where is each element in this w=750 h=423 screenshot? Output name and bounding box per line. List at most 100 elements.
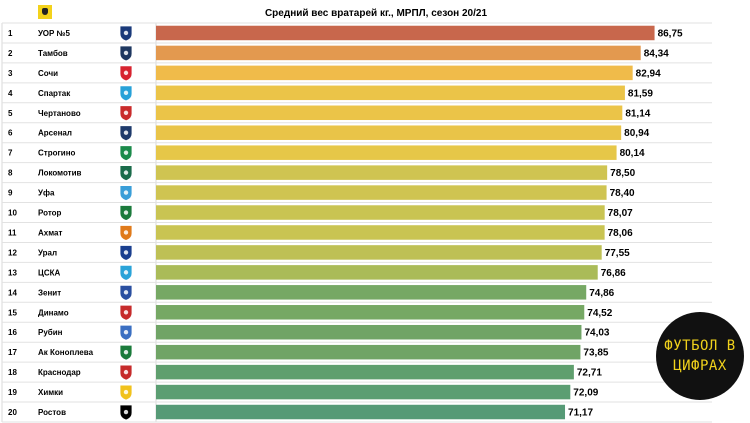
rank-label: 16: [8, 328, 17, 337]
value-label: 81,14: [625, 108, 650, 119]
team-label: Краснодар: [38, 368, 81, 377]
value-label: 84,34: [644, 48, 669, 59]
logo-emblem-icon: [123, 50, 129, 56]
rank-label: 12: [8, 248, 17, 257]
logo-emblem-icon: [123, 409, 129, 415]
bar: [156, 45, 641, 61]
badge-text: ФУТБОЛ В ЦИФРАХ: [664, 338, 736, 374]
bar: [156, 205, 605, 220]
value-label: 73,85: [583, 348, 608, 359]
logo-emblem-icon: [123, 70, 129, 76]
logo-emblem-icon: [123, 270, 129, 275]
logo-emblem-icon: [123, 389, 129, 395]
league-logo-icon: [38, 5, 52, 19]
rank-label: 18: [8, 368, 17, 377]
bar: [156, 285, 587, 300]
bar: [156, 165, 608, 180]
value-label: 74,03: [584, 328, 609, 339]
logo-emblem-icon: [123, 30, 129, 36]
team-label: Сочи: [38, 69, 58, 78]
logo-emblem-icon: [123, 250, 129, 255]
team-label: Рубин: [38, 328, 63, 337]
rank-label: 4: [8, 89, 13, 98]
value-label: 77,55: [605, 248, 630, 259]
bar: [156, 265, 598, 280]
bar: [156, 225, 605, 240]
bar: [156, 305, 585, 320]
rank-label: 2: [8, 49, 13, 58]
value-label: 78,07: [608, 208, 633, 219]
bar: [156, 65, 633, 81]
logo-emblem-icon: [123, 290, 129, 295]
value-label: 74,86: [589, 288, 614, 299]
value-label: 74,52: [587, 308, 612, 319]
value-label: 71,17: [568, 408, 593, 419]
value-label: 80,14: [620, 148, 645, 159]
rank-label: 20: [8, 408, 17, 417]
rank-label: 10: [8, 209, 17, 218]
value-label: 78,50: [610, 168, 635, 179]
logo-emblem-icon: [123, 210, 129, 215]
logo-emblem-icon: [123, 110, 129, 115]
team-label: Ротор: [38, 209, 62, 218]
logo-emblem-icon: [123, 150, 129, 155]
bar: [156, 384, 571, 400]
bar: [156, 185, 607, 200]
futbol-v-tsifrakh-badge: ФУТБОЛ В ЦИФРАХ: [656, 312, 744, 400]
logo-emblem-icon: [123, 349, 129, 355]
bar: [156, 125, 622, 140]
rank-label: 5: [8, 109, 13, 118]
team-label: Тамбов: [38, 49, 68, 58]
chart-title: Средний вес вратарей кг., МРПЛ, сезон 20…: [265, 8, 488, 19]
logo-emblem-icon: [123, 330, 129, 335]
bar: [156, 85, 625, 101]
value-label: 80,94: [624, 128, 649, 139]
rank-label: 15: [8, 308, 17, 317]
bar: [156, 105, 623, 121]
value-label: 78,06: [608, 228, 633, 239]
rank-label: 7: [8, 149, 13, 158]
team-label: Спартак: [38, 89, 71, 98]
logo-emblem-icon: [123, 90, 129, 96]
value-label: 78,40: [610, 188, 635, 199]
logo-emblem-icon: [123, 310, 129, 315]
rank-label: 9: [8, 189, 13, 198]
bar: [156, 145, 617, 160]
rank-label: 11: [8, 228, 17, 237]
rank-label: 8: [8, 169, 13, 178]
value-label: 82,94: [636, 68, 661, 79]
value-label: 81,59: [628, 88, 653, 99]
logo-emblem-icon: [123, 190, 129, 195]
team-label: Уфа: [38, 189, 55, 198]
team-label: Динамо: [38, 308, 69, 317]
bar: [156, 25, 655, 41]
team-label: Ахмат: [38, 228, 62, 237]
team-label: Ростов: [38, 408, 66, 417]
team-label: УОР №5: [38, 29, 70, 38]
logo-emblem-icon: [123, 230, 129, 235]
bar: [156, 344, 581, 360]
rank-label: 3: [8, 69, 13, 78]
value-label: 86,75: [658, 28, 683, 39]
rank-label: 14: [8, 288, 17, 297]
team-label: Химки: [38, 388, 63, 397]
bar: [156, 245, 602, 260]
team-label: ЦСКА: [38, 268, 61, 277]
bar: [156, 404, 566, 420]
rank-label: 19: [8, 388, 17, 397]
team-label: Урал: [38, 248, 57, 257]
bar: [156, 324, 582, 340]
value-label: 72,71: [577, 368, 602, 379]
team-label: Чертаново: [38, 109, 81, 118]
team-label: Зенит: [38, 288, 61, 297]
team-label: Строгино: [38, 149, 76, 158]
bar: [156, 364, 574, 380]
logo-emblem-icon: [123, 170, 129, 175]
value-label: 76,86: [601, 268, 626, 279]
rank-label: 17: [8, 348, 17, 357]
logo-emblem-icon: [123, 130, 129, 135]
team-label: Локомотив: [38, 169, 82, 178]
logo-emblem-icon: [123, 369, 129, 375]
rank-label: 6: [8, 129, 13, 138]
